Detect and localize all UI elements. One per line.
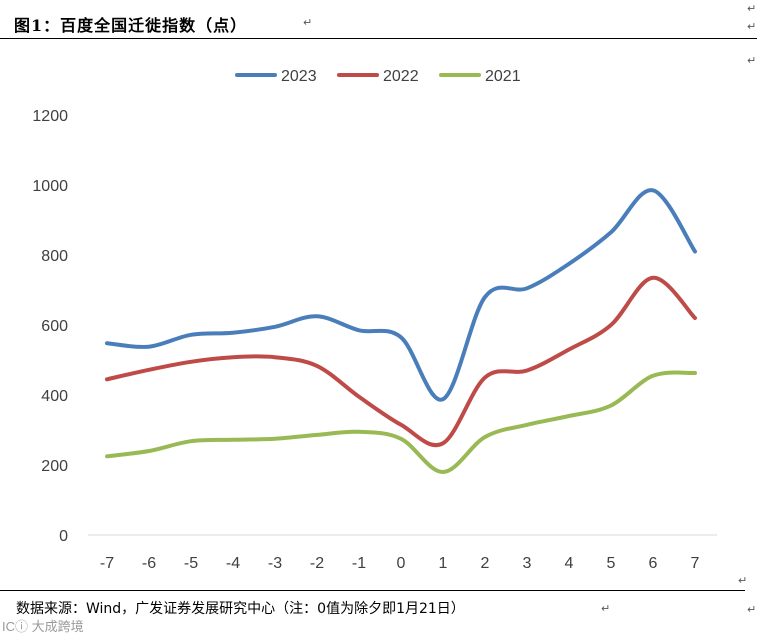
source-note: 数据来源：Wind，广发证券发展研究中心（注：0值为除夕即1月21日） <box>16 601 465 617</box>
x-tick-label: 7 <box>691 555 700 572</box>
x-tick-label: 0 <box>397 555 406 572</box>
series-line-2022 <box>105 275 697 448</box>
x-tick-label: -4 <box>226 555 240 572</box>
paragraph-mark: ↵ <box>747 2 757 15</box>
x-tick-label: 1 <box>439 555 448 572</box>
paragraph-mark: ↵ <box>747 54 757 67</box>
watermark: ICⓘ 大成跨境 <box>2 619 84 634</box>
x-tick-label: -1 <box>352 555 366 572</box>
y-tick-label: 400 <box>41 388 68 405</box>
x-tick-label: -3 <box>268 555 282 572</box>
y-tick-label: 600 <box>41 318 68 335</box>
legend-label-2023: 2023 <box>281 68 317 85</box>
y-tick-label: 0 <box>59 528 68 545</box>
x-tick-label: -2 <box>310 555 324 572</box>
x-tick-label: -5 <box>184 555 198 572</box>
x-tick-label: 2 <box>481 555 490 572</box>
y-tick-label: 800 <box>41 248 68 265</box>
figure-caption: 图1：百度全国迁徙指数（点） <box>14 16 248 35</box>
y-tick-label: 1200 <box>32 108 68 125</box>
paragraph-mark: ↵ <box>738 574 748 587</box>
legend-label-2022: 2022 <box>383 68 419 85</box>
source-rule <box>0 590 745 591</box>
paragraph-mark: ↵ <box>601 602 611 615</box>
x-tick-label: 3 <box>523 555 532 572</box>
paragraph-mark: ↵ <box>303 16 313 29</box>
x-tick-label: -6 <box>142 555 156 572</box>
y-tick-label: 200 <box>41 458 68 475</box>
paragraph-mark: ↵ <box>747 20 757 33</box>
x-tick-label: 5 <box>607 555 616 572</box>
series-line-2021 <box>105 370 697 475</box>
x-tick-label: 6 <box>649 555 658 572</box>
caption-rule <box>0 38 757 39</box>
x-tick-label: -7 <box>100 555 114 572</box>
x-tick-label: 4 <box>565 555 574 572</box>
series-line-2023 <box>105 188 697 402</box>
legend-label-2021: 2021 <box>485 68 521 85</box>
y-tick-label: 1000 <box>32 178 68 195</box>
paragraph-mark: ↵ <box>747 603 757 616</box>
